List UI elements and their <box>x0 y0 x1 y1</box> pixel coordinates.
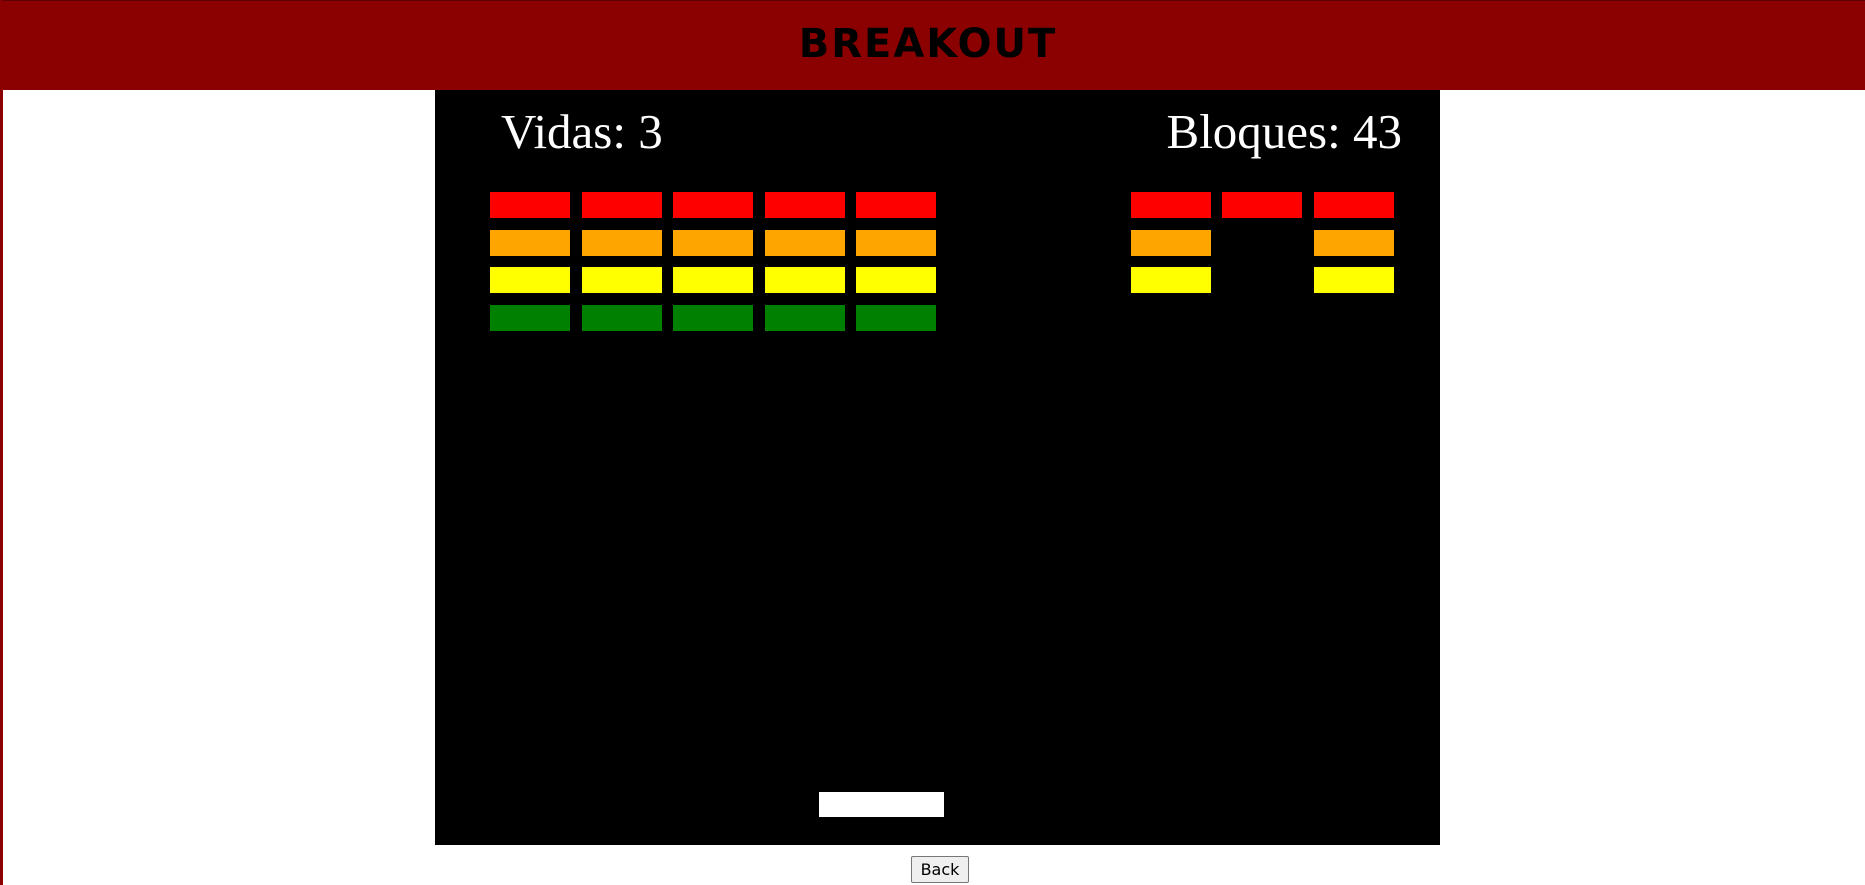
blocks-counter: Bloques: 43 <box>1166 104 1402 159</box>
brick <box>673 192 753 218</box>
brick <box>490 192 570 218</box>
brick <box>1314 192 1394 218</box>
brick <box>1314 267 1394 293</box>
brick <box>856 230 936 256</box>
brick <box>765 267 845 293</box>
brick <box>1131 267 1211 293</box>
brick <box>490 230 570 256</box>
brick <box>582 267 662 293</box>
back-button[interactable]: Back <box>911 856 969 883</box>
brick <box>582 192 662 218</box>
header-bar: BREAKOUT <box>3 0 1865 90</box>
brick <box>673 305 753 331</box>
game-canvas[interactable]: Vidas: 3 Bloques: 43 <box>435 90 1440 845</box>
brick <box>1222 192 1302 218</box>
brick <box>490 267 570 293</box>
lives-counter: Vidas: 3 <box>501 104 663 159</box>
brick <box>1131 192 1211 218</box>
brick <box>582 305 662 331</box>
brick <box>1131 230 1211 256</box>
brick <box>856 192 936 218</box>
brick <box>673 267 753 293</box>
brick <box>490 305 570 331</box>
brick <box>1314 230 1394 256</box>
brick <box>856 305 936 331</box>
brick <box>765 305 845 331</box>
brick <box>765 230 845 256</box>
page-title: BREAKOUT <box>798 20 1058 67</box>
brick <box>673 230 753 256</box>
brick <box>856 267 936 293</box>
brick <box>582 230 662 256</box>
paddle[interactable] <box>819 792 944 817</box>
brick <box>765 192 845 218</box>
